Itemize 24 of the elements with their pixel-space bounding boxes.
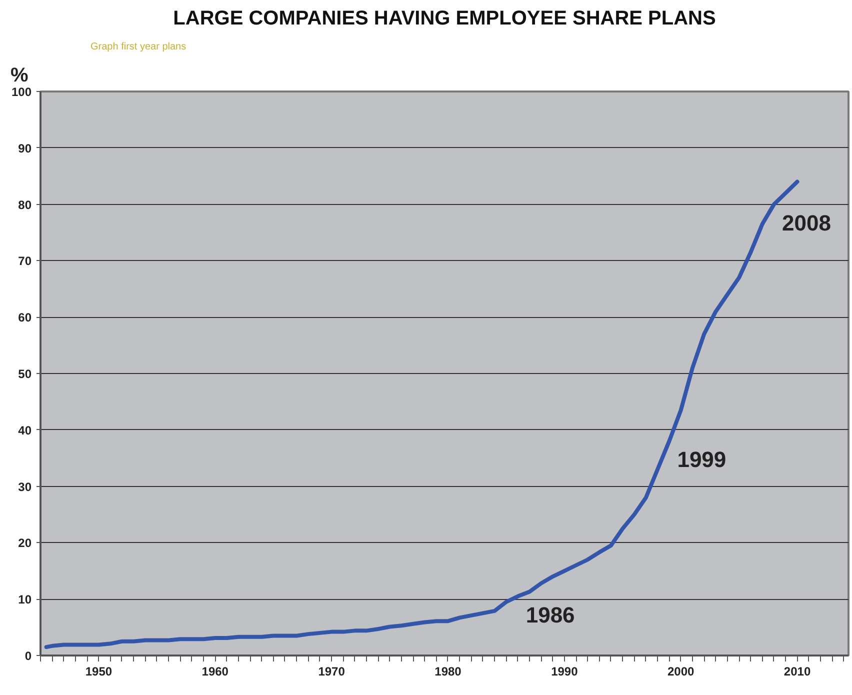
y-tick-label: 10 bbox=[18, 592, 32, 607]
annotation: 1999 bbox=[677, 447, 726, 472]
y-tick-label: 70 bbox=[18, 254, 32, 268]
y-tick-label: 90 bbox=[18, 141, 32, 156]
y-tick-label: 30 bbox=[18, 480, 32, 494]
y-tick-label: 50 bbox=[18, 367, 32, 381]
annotation: 1986 bbox=[526, 602, 575, 628]
x-tick-label: 1950 bbox=[85, 664, 112, 678]
y-tick-label: 0 bbox=[24, 649, 32, 663]
x-tick-label: 1990 bbox=[551, 664, 578, 678]
text: Graph first year plans bbox=[90, 42, 186, 52]
y-tick-label: 100 bbox=[11, 85, 32, 99]
x-tick-label: 2010 bbox=[784, 664, 811, 678]
y-tick-label: 60 bbox=[18, 310, 32, 325]
x-tick-label: 1980 bbox=[434, 664, 462, 678]
y-tick-label: 80 bbox=[18, 198, 32, 212]
y-axis-title: % bbox=[10, 64, 28, 86]
annotation: 2008 bbox=[782, 210, 831, 236]
y-tick-label: 40 bbox=[18, 423, 32, 438]
x-tick-label: 2000 bbox=[668, 664, 695, 678]
chart-title: LARGE COMPANIES HAVING EMPLOYEE SHARE PLANS bbox=[173, 8, 716, 30]
x-tick-label: 1960 bbox=[202, 664, 229, 678]
x-tick-label: 1970 bbox=[318, 664, 346, 678]
y-tick-label: 20 bbox=[18, 536, 32, 550]
